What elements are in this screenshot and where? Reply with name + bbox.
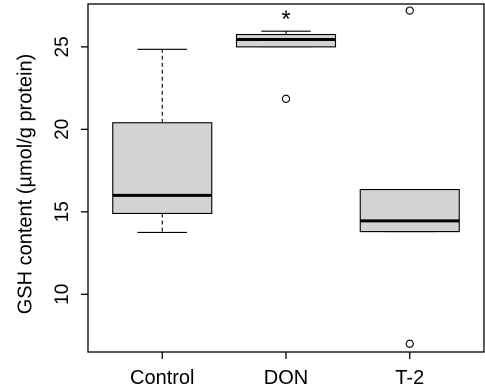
box-t-2 (359, 6, 460, 348)
box-iqr (359, 188, 460, 233)
box-control (112, 48, 213, 233)
boxes-layer (112, 6, 460, 348)
outlier-point (405, 6, 414, 15)
y-tick-label: 20 (52, 119, 73, 140)
x-axis: Control DON T-2 (130, 352, 424, 389)
significance-marker: * (281, 6, 290, 33)
x-tick-label: DON (264, 367, 308, 389)
x-tick-label: T-2 (395, 367, 424, 389)
x-tick-label: Control (130, 367, 194, 389)
annotations-layer: * (281, 6, 290, 33)
y-tick-label: 15 (52, 201, 73, 222)
y-tick-label: 10 (52, 284, 73, 305)
outlier-point (405, 339, 414, 348)
outlier-point (281, 94, 291, 103)
y-axis-label: GSH content (µmol/g protein) (14, 54, 36, 315)
box-don (235, 30, 337, 103)
box-iqr (112, 122, 213, 215)
y-axis: 10 15 20 25 (52, 36, 88, 305)
y-tick-label: 25 (52, 36, 73, 57)
